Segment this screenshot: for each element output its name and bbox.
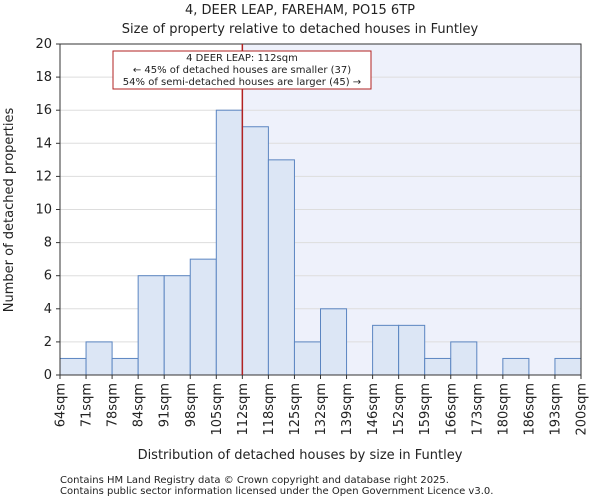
x-tick-label: 91sqm [158,383,173,427]
y-tick-label: 6 [44,269,52,284]
y-tick-label: 14 [35,136,52,151]
x-tick-label: 146sqm [366,383,381,436]
plot-area: 0 2 4 6 8 10 12 14 16 18 20 64sqm 71sqm 78sqm 84sqm 91s… [35,37,589,436]
bar [320,308,348,376]
x-tick-label: 159sqm [418,383,433,436]
x-tick-label: 193sqm [548,383,563,436]
bar [215,109,243,376]
bar [137,275,165,376]
bar [502,357,530,376]
chart-subtitle: Size of property relative to detached ho… [122,22,479,37]
x-tick-label: 64sqm [54,383,69,427]
x-tick-label: 132sqm [314,383,329,436]
x-tick-label: 125sqm [288,383,303,436]
x-tick-label: 180sqm [496,383,511,436]
y-tick-label: 0 [44,368,52,383]
bar [59,357,87,376]
x-tick-label: 84sqm [132,383,147,427]
y-tick-label: 8 [44,236,52,251]
annotation-line: 54% of semi-detached houses are larger (… [123,77,361,88]
x-tick-label: 152sqm [392,383,407,436]
y-axis-label: Number of detached properties [2,108,17,313]
x-tick-label: 186sqm [522,383,537,436]
y-tick-label: 16 [35,103,52,118]
x-tick-label: 78sqm [106,383,121,427]
x-tick-label: 105sqm [210,383,225,436]
x-tick-label: 166sqm [444,383,459,436]
chart-title: 4, DEER LEAP, FAREHAM, PO15 6TP [185,3,415,18]
bar [398,324,426,376]
x-tick-label: 139sqm [340,383,355,436]
bar [267,159,295,376]
bar [554,357,582,376]
y-tick-label: 12 [35,169,52,184]
annotation-line: 4 DEER LEAP: 112sqm [186,53,298,64]
annotation-box [112,50,372,90]
y-tick-label: 18 [35,70,52,85]
footer-line-2: Contains public sector information licen… [60,486,493,497]
y-tick-label: 2 [44,335,52,350]
y-tick-label: 10 [35,203,52,218]
x-tick-label: 112sqm [236,383,251,436]
annotation-line: ← 45% of detached houses are smaller (37… [133,65,351,76]
bar [293,341,322,376]
bar [450,341,478,376]
x-tick-label: 173sqm [470,383,485,436]
bar [189,258,217,376]
bar [111,357,139,376]
x-tick-label: 98sqm [184,383,199,427]
footer-line-1: Contains HM Land Registry data © Crown c… [60,475,449,486]
x-tick-label: 200sqm [575,383,590,436]
x-tick-label: 71sqm [80,383,95,427]
y-tick-label: 20 [35,37,52,52]
x-axis-label: Distribution of detached houses by size … [138,448,463,463]
y-tick-label: 4 [44,302,52,317]
bar [85,341,113,376]
x-tick-label: 118sqm [262,383,277,436]
bar [424,357,452,376]
bar [241,126,269,376]
bar [163,275,191,376]
bar [372,324,400,376]
